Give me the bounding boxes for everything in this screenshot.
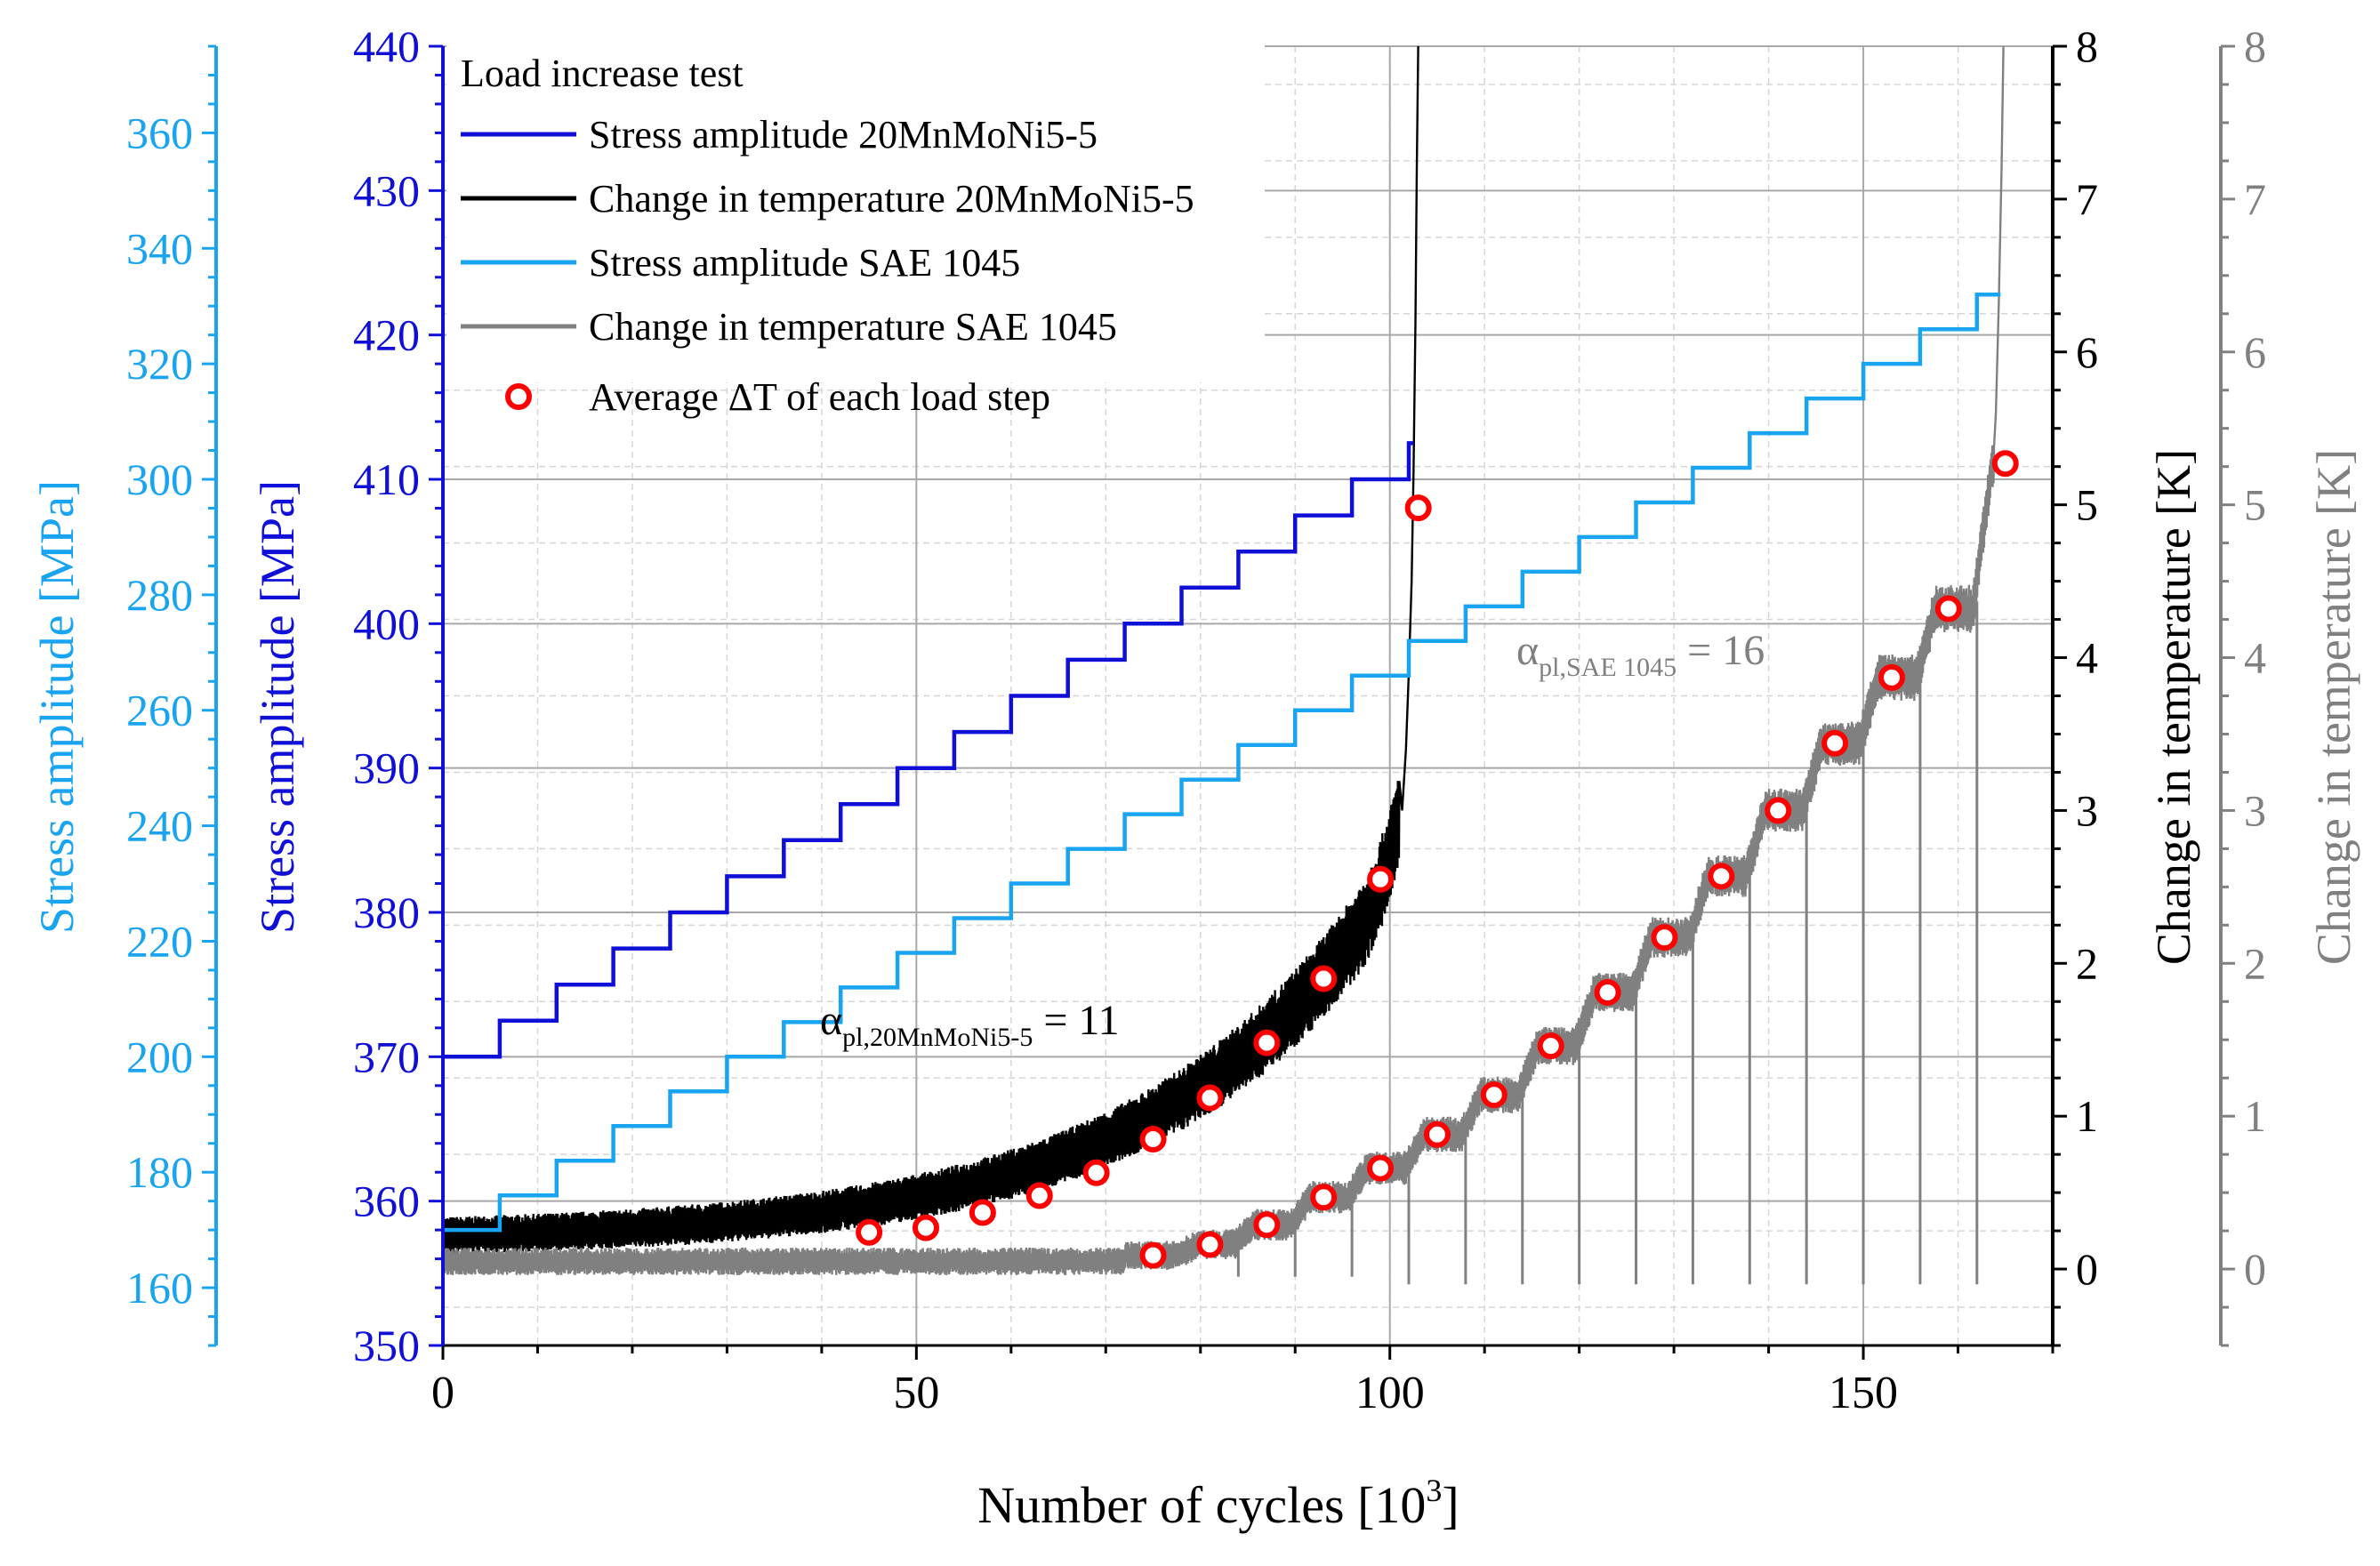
right-inner-axis-tick-label: 3 — [2076, 785, 2098, 835]
annotation-alpha-20mnmoni: αpl,20MnMoNi5-5 = 11 — [820, 997, 1120, 1052]
left-outer-axis-tick-label: 320 — [126, 339, 193, 389]
right-outer-axis-tick-label: 0 — [2244, 1244, 2266, 1294]
left-outer-axis-tick-label: 220 — [126, 916, 193, 966]
average-marker-sae-1045 — [1367, 1154, 1395, 1182]
x-tick-label: 100 — [1355, 1368, 1425, 1418]
right-inner-axis-tick-label: 6 — [2076, 327, 2098, 377]
average-marker-20mnmoni5-5 — [1196, 1084, 1224, 1112]
average-marker-sae-1045 — [1537, 1032, 1564, 1060]
right-outer-axis-title: Change in temperature [K] — [2307, 449, 2360, 965]
series-layer — [441, 45, 2019, 1285]
average-marker-sae-1045 — [1423, 1120, 1451, 1148]
left-outer-axis-tick-label: 260 — [126, 686, 193, 735]
left-inner-axis-tick-label: 370 — [353, 1032, 420, 1081]
legend-swatch-average — [505, 383, 532, 410]
left-inner-axis-title: Stress amplitude [MPa] — [251, 480, 304, 934]
average-marker-20mnmoni5-5 — [1139, 1125, 1167, 1152]
average-marker-sae-1045 — [1934, 595, 1962, 622]
average-marker-sae-1045 — [1651, 924, 1678, 952]
average-marker-20mnmoni5-5 — [1310, 965, 1338, 992]
average-marker-sae-1045 — [1594, 978, 1621, 1006]
annotation-alpha-sae: αpl,SAE 1045 = 16 — [1516, 627, 1765, 682]
axes-layer: 0 50 100 1501601802002202402602803003203403… — [126, 21, 2266, 1418]
left-inner-axis-tick-label: 410 — [353, 454, 420, 504]
right-outer-axis-tick-label: 7 — [2244, 174, 2266, 224]
average-marker-sae-1045 — [1196, 1231, 1224, 1258]
left-outer-axis-tick-label: 200 — [126, 1032, 193, 1081]
x-tick-label: 150 — [1829, 1368, 1898, 1418]
right-outer-axis-tick-label: 1 — [2244, 1091, 2266, 1141]
right-outer-axis-tick-label: 6 — [2244, 327, 2266, 377]
x-tick-label: 50 — [893, 1368, 939, 1418]
legend-label-stress-sae: Stress amplitude SAE 1045 — [589, 241, 1020, 285]
left-outer-axis-tick-label: 300 — [126, 454, 193, 504]
left-outer-axis-tick-label: 280 — [126, 570, 193, 620]
average-marker-sae-1045 — [1991, 450, 2019, 478]
left-inner-axis-tick-label: 390 — [353, 743, 420, 793]
average-marker-sae-1045 — [1139, 1241, 1167, 1269]
left-inner-axis-tick-label: 440 — [353, 21, 420, 71]
legend-label-stress-20mnmoni: Stress amplitude 20MnMoNi5-5 — [589, 113, 1098, 157]
average-marker-sae-1045 — [1878, 663, 1905, 691]
average-marker-sae-1045 — [1765, 797, 1792, 824]
average-marker-20mnmoni5-5 — [1253, 1029, 1281, 1056]
right-inner-axis-tick-label: 0 — [2076, 1244, 2098, 1294]
right-inner-axis-tick-label: 5 — [2076, 480, 2098, 530]
right-outer-axis-tick-label: 4 — [2244, 633, 2266, 683]
average-marker-sae-1045 — [1821, 729, 1849, 757]
series-temperature-sae-1045 — [441, 45, 2005, 1275]
right-inner-axis-tick-label: 7 — [2076, 174, 2098, 224]
average-marker-sae-1045 — [1480, 1081, 1508, 1109]
right-outer-axis-tick-label: 2 — [2244, 938, 2266, 988]
average-marker-sae-1045 — [1708, 863, 1735, 890]
left-outer-axis-tick-label: 180 — [126, 1147, 193, 1197]
average-marker-sae-1045 — [1310, 1184, 1338, 1211]
legend-title: Load increase test — [461, 52, 744, 95]
average-marker-sae-1045 — [1253, 1211, 1281, 1239]
average-marker-20mnmoni5-5 — [913, 1214, 939, 1241]
x-axis-title: Number of cycles [103] — [977, 1473, 1459, 1534]
series-stress-20mnmoni5-5 — [443, 441, 1414, 1059]
average-marker-20mnmoni5-5 — [1367, 865, 1395, 893]
average-marker-20mnmoni5-5 — [1025, 1182, 1053, 1209]
left-inner-axis-tick-label: 430 — [353, 165, 420, 215]
right-inner-axis-tick-label: 4 — [2076, 633, 2098, 683]
legend-background — [446, 44, 1265, 382]
right-outer-axis-tick-label: 3 — [2244, 785, 2266, 835]
legend-label-temp-sae: Change in temperature SAE 1045 — [589, 305, 1117, 349]
left-outer-axis-tick-label: 240 — [126, 801, 193, 851]
left-inner-axis-tick-label: 380 — [353, 887, 420, 937]
right-inner-axis-tick-label: 2 — [2076, 938, 2098, 988]
left-outer-axis-tick-label: 340 — [126, 223, 193, 273]
left-outer-axis-tick-label: 360 — [126, 108, 193, 157]
left-inner-axis-tick-label: 360 — [353, 1177, 420, 1226]
series-temperature-20mnmoni5-5 — [441, 45, 1419, 1254]
right-inner-axis-title: Change in temperature [K] — [2147, 449, 2200, 965]
legend-label-average: Average ΔT of each load step — [589, 375, 1050, 419]
average-marker-20mnmoni5-5 — [856, 1218, 883, 1246]
legend: Load increase test Stress amplitude 20Mn… — [446, 44, 1265, 419]
left-outer-axis-tick-label: 160 — [126, 1263, 193, 1313]
average-marker-20mnmoni5-5 — [969, 1199, 996, 1226]
average-marker-20mnmoni5-5 — [1404, 494, 1432, 522]
left-outer-axis-title: Stress amplitude [MPa] — [30, 480, 84, 934]
left-inner-axis-tick-label: 420 — [353, 310, 420, 360]
left-inner-axis-tick-label: 350 — [353, 1321, 420, 1370]
right-inner-axis-tick-label: 1 — [2076, 1091, 2098, 1141]
right-outer-axis-tick-label: 8 — [2244, 21, 2266, 71]
series-stress-sae-1045 — [443, 292, 2001, 1233]
right-inner-axis-tick-label: 8 — [2076, 21, 2098, 71]
left-inner-axis-tick-label: 400 — [353, 598, 420, 648]
right-outer-axis-tick-label: 5 — [2244, 480, 2266, 530]
x-tick-label: 0 — [431, 1368, 454, 1418]
average-marker-20mnmoni5-5 — [1082, 1159, 1110, 1186]
legend-label-temp-20mnmoni: Change in temperature 20MnMoNi5-5 — [589, 177, 1194, 221]
